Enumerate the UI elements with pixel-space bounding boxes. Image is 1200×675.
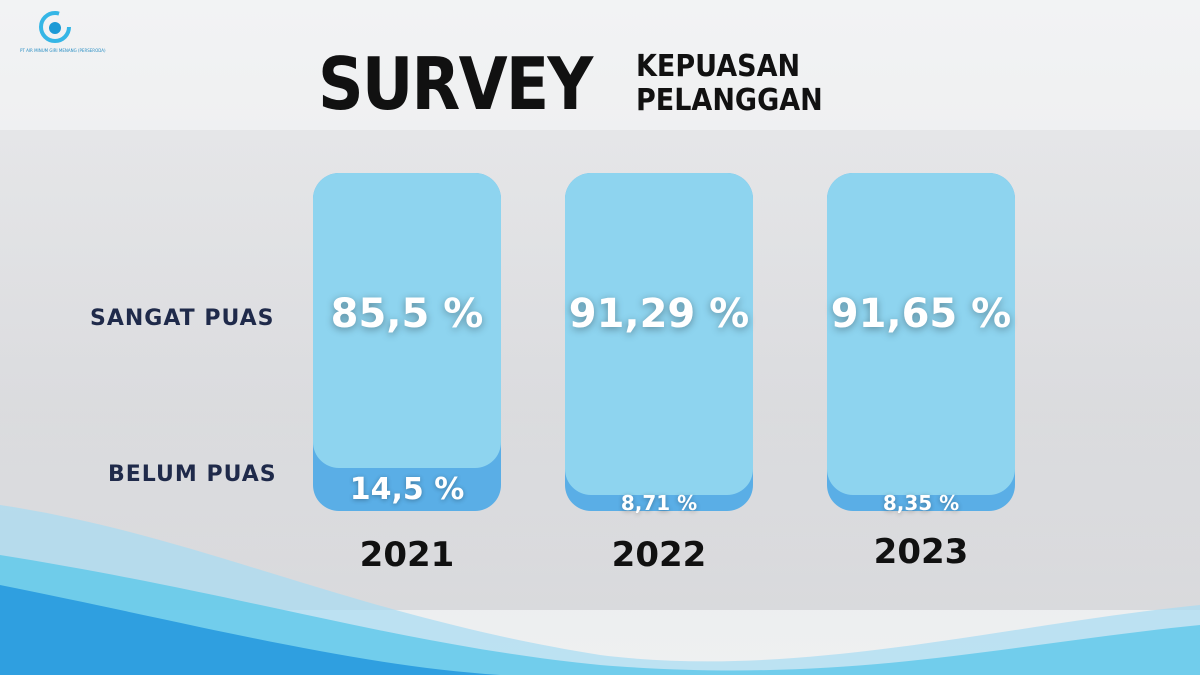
logo-text: PT AIR MINUM GIRI MENANG (PERSERODA) (20, 48, 106, 53)
background-wave (0, 505, 1200, 675)
title-subtitle: KEPUASAN PELANGGAN (636, 50, 823, 118)
company-logo: PT AIR MINUM GIRI MENANG (PERSERODA) (20, 10, 106, 53)
bar-column-2022: 91,29 % 8,71 % (565, 173, 753, 515)
year-label-2022: 2022 (611, 535, 707, 575)
bar-column-2023: 91,65 % 8,35 % (827, 173, 1015, 515)
label-sangat-puas: 85,5 % (330, 291, 484, 337)
label-belum-puas: 8,35 % (882, 491, 960, 515)
legend-sangat-puas: SANGAT PUAS (90, 306, 275, 331)
year-label-2021: 2021 (359, 535, 455, 575)
label-belum-puas: 8,71 % (620, 491, 698, 515)
label-sangat-puas: 91,29 % (568, 291, 750, 337)
year-label-2023: 2023 (873, 532, 969, 572)
logo-swirl-icon (39, 11, 71, 43)
title-survey: SURVEY (318, 42, 593, 126)
label-belum-puas: 14,5 % (349, 471, 465, 507)
title-line1: KEPUASAN (636, 49, 801, 84)
bar-sangat-puas (565, 173, 753, 495)
bar-sangat-puas (827, 173, 1015, 495)
bar-sangat-puas (313, 173, 501, 469)
label-sangat-puas: 91,65 % (830, 291, 1012, 337)
bar-column-2021: 85,5 % 14,5 % (313, 173, 501, 511)
legend-belum-puas: BELUM PUAS (108, 462, 277, 487)
title-line2: PELANGGAN (636, 83, 823, 118)
